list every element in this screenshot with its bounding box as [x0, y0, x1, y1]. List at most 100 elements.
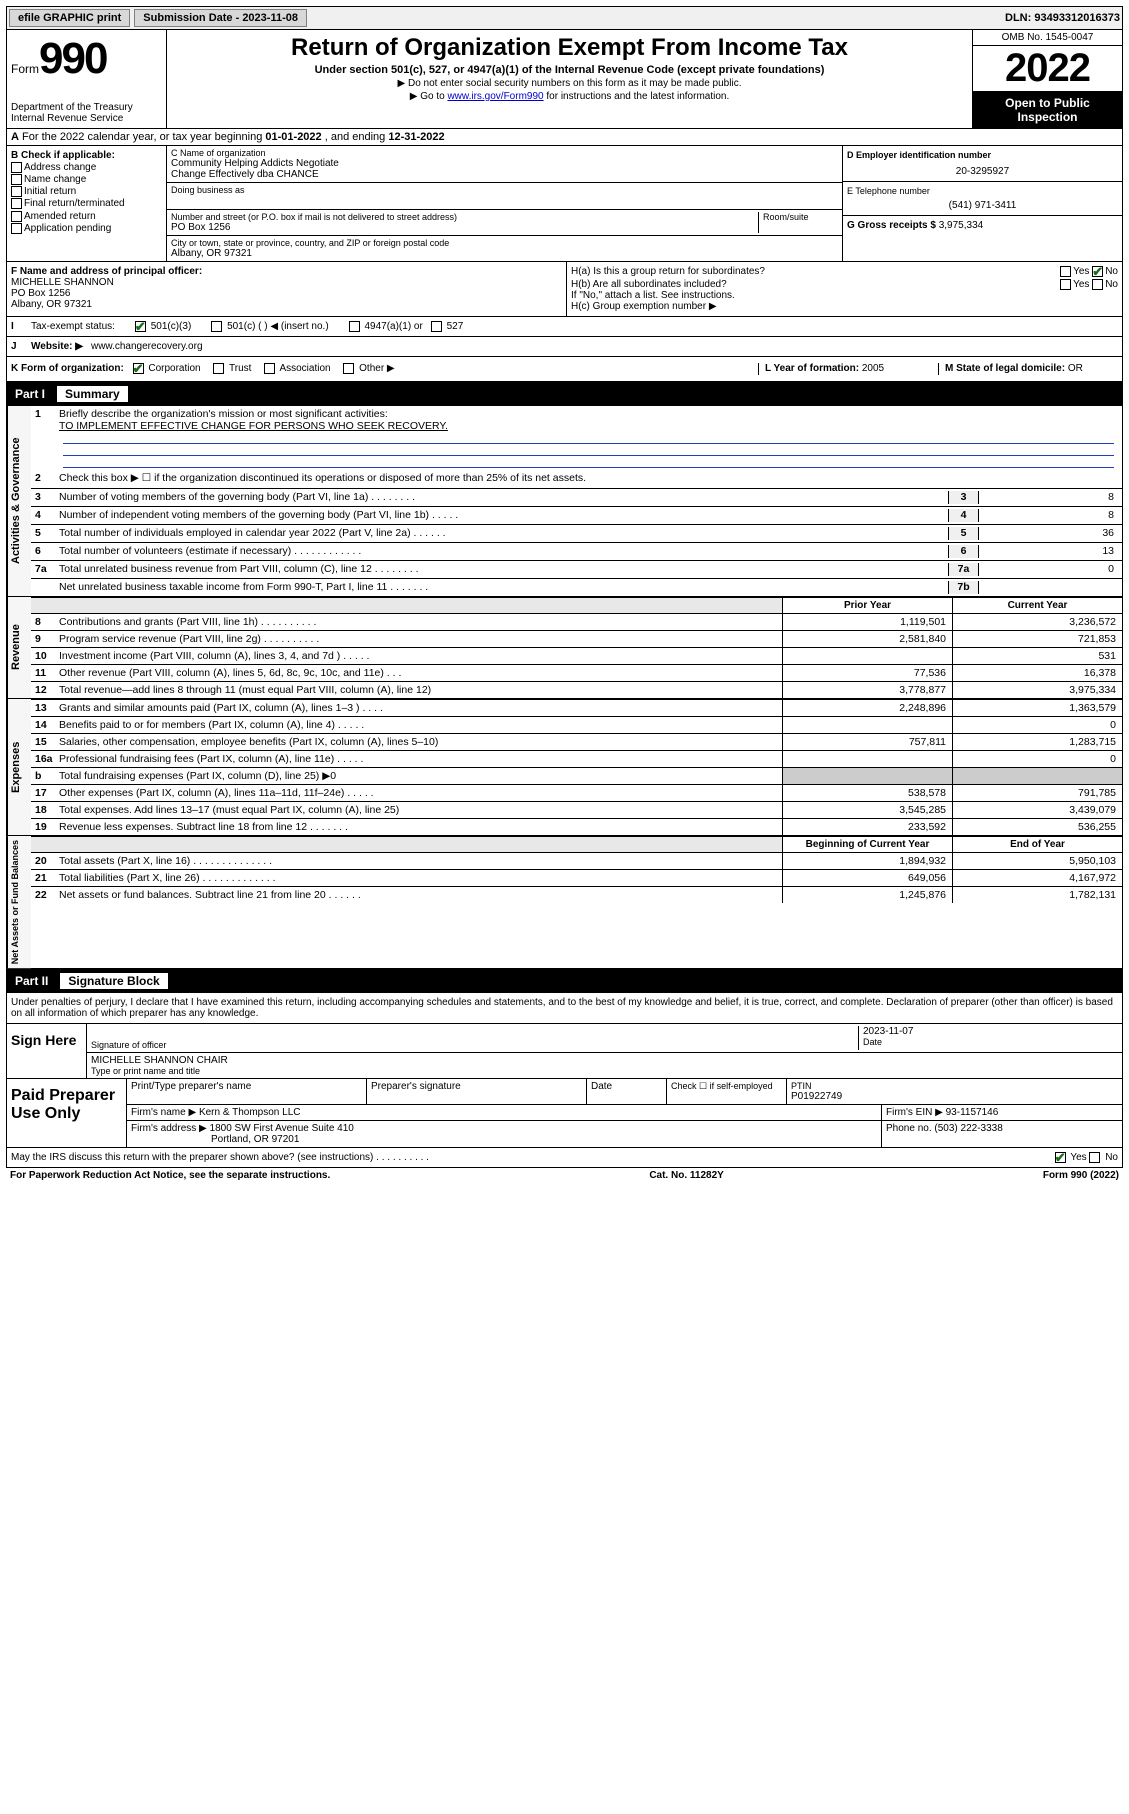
discuss-yes[interactable]: [1055, 1152, 1066, 1163]
summary-line: 20Total assets (Part X, line 16) . . . .…: [31, 852, 1122, 869]
part2-num: Part II: [15, 974, 48, 988]
hb-label: H(b) Are all subordinates included?: [571, 279, 727, 290]
form-word: Form: [11, 62, 39, 76]
sub3-post: for instructions and the latest informat…: [544, 91, 730, 102]
summary-line: 3Number of voting members of the governi…: [31, 488, 1122, 506]
summary-line: 22Net assets or fund balances. Subtract …: [31, 886, 1122, 903]
current-year-header: Current Year: [952, 598, 1122, 613]
chk-initial-return[interactable]: Initial return: [11, 186, 162, 197]
tax-year-end: 12-31-2022: [388, 131, 444, 143]
tax-year-begin: 01-01-2022: [265, 131, 321, 143]
yes-label: Yes: [1073, 266, 1089, 277]
irs-link[interactable]: www.irs.gov/Form990: [447, 91, 543, 102]
addr-row: Number and street (or P.O. box if mail i…: [167, 210, 842, 236]
summary-netassets: Net Assets or Fund Balances Beginning of…: [6, 836, 1123, 969]
summary-line: 5Total number of individuals employed in…: [31, 524, 1122, 542]
net-header: Beginning of Current Year End of Year: [31, 836, 1122, 852]
chk-association[interactable]: [264, 363, 275, 374]
ptin-value: P01922749: [791, 1091, 1118, 1102]
addr-value: PO Box 1256: [171, 222, 758, 233]
hb-yes[interactable]: [1060, 279, 1071, 290]
chk-amended-return[interactable]: Amended return: [11, 211, 162, 222]
opt-501c3: 501(c)(3): [151, 321, 192, 332]
summary-line: 10Investment income (Part VIII, column (…: [31, 647, 1122, 664]
chk-address-change[interactable]: Address change: [11, 162, 162, 173]
phone-value: (541) 971-3411: [847, 200, 1118, 211]
no-label: No: [1105, 1152, 1118, 1163]
col-de: D Employer identification number 20-3295…: [842, 146, 1122, 261]
section-j: J Website: ▶ www.changerecovery.org: [6, 337, 1123, 357]
submission-date-button[interactable]: Submission Date - 2023-11-08: [134, 9, 307, 27]
sign-here-label: Sign Here: [7, 1024, 87, 1078]
line-1: 1 Briefly describe the organization's mi…: [31, 406, 1122, 470]
chk-other[interactable]: [343, 363, 354, 374]
hb-no[interactable]: [1092, 279, 1103, 290]
section-f-h: F Name and address of principal officer:…: [6, 262, 1123, 317]
org-name-1: Community Helping Addicts Negotiate: [171, 158, 838, 169]
topbar: efile GRAPHIC print Submission Date - 20…: [6, 6, 1123, 30]
footer-bottom: For Paperwork Reduction Act Notice, see …: [6, 1168, 1123, 1183]
chk-label: Address change: [24, 162, 96, 173]
city-label: City or town, state or province, country…: [171, 238, 838, 248]
phone-row: E Telephone number (541) 971-3411: [843, 182, 1122, 216]
chk-501c[interactable]: [211, 321, 222, 332]
sec-a-pre: For the 2022 calendar year, or tax year …: [22, 131, 265, 143]
preparer-row: Paid Preparer Use Only Print/Type prepar…: [7, 1078, 1122, 1147]
ha-yes[interactable]: [1060, 266, 1071, 277]
line-2: 2 Check this box ▶ ☐ if the organization…: [31, 470, 1122, 488]
yes-label: Yes: [1073, 279, 1089, 290]
summary-line: 18Total expenses. Add lines 13–17 (must …: [31, 801, 1122, 818]
l-label: L Year of formation:: [765, 363, 859, 374]
header-title-block: Return of Organization Exempt From Incom…: [167, 30, 972, 128]
chk-name-change[interactable]: Name change: [11, 174, 162, 185]
chk-4947[interactable]: [349, 321, 360, 332]
f-name: MICHELLE SHANNON: [11, 277, 562, 288]
chk-trust[interactable]: [213, 363, 224, 374]
line2-text: Check this box ▶ ☐ if the organization d…: [59, 472, 1118, 484]
chk-corporation[interactable]: [133, 363, 144, 374]
sig-date-label: Date: [863, 1037, 1118, 1047]
ha-no[interactable]: [1092, 266, 1103, 277]
section-h: H(a) Is this a group return for subordin…: [567, 262, 1122, 316]
part2-header: Part II Signature Block: [6, 969, 1123, 993]
col-b-title: B Check if applicable:: [11, 150, 162, 161]
firm-addr2: Portland, OR 97201: [211, 1134, 299, 1145]
form-title: Return of Organization Exempt From Incom…: [175, 34, 964, 62]
sig-name-value: MICHELLE SHANNON CHAIR: [91, 1055, 228, 1066]
summary-line: 7aTotal unrelated business revenue from …: [31, 560, 1122, 578]
ptin-label: PTIN: [791, 1081, 1118, 1091]
summary-revenue: Revenue Prior Year Current Year 8Contrib…: [6, 597, 1123, 699]
chk-501c3[interactable]: [135, 321, 146, 332]
header-sub2: ▶ Do not enter social security numbers o…: [175, 78, 964, 89]
summary-line: 13Grants and similar amounts paid (Part …: [31, 699, 1122, 716]
k-label: K Form of organization:: [11, 364, 124, 375]
prep-sig-header: Preparer's signature: [367, 1079, 587, 1104]
summary-line: 17Other expenses (Part IX, column (A), l…: [31, 784, 1122, 801]
col-b-checkboxes: B Check if applicable: Address change Na…: [7, 146, 167, 261]
efile-print-button[interactable]: efile GRAPHIC print: [9, 9, 130, 27]
website-value: www.changerecovery.org: [91, 341, 203, 352]
header-right-box: OMB No. 1545-0047 2022 Open to Public In…: [972, 30, 1122, 128]
l-value: 2005: [862, 363, 884, 374]
sec-a-mid: , and ending: [322, 131, 389, 143]
phone-label: E Telephone number: [847, 186, 1118, 196]
chk-application-pending[interactable]: Application pending: [11, 223, 162, 234]
chk-final-return[interactable]: Final return/terminated: [11, 198, 162, 209]
paperwork-notice: For Paperwork Reduction Act Notice, see …: [10, 1170, 330, 1181]
section-klm: K Form of organization: Corporation Trus…: [6, 357, 1123, 381]
summary-line: Net unrelated business taxable income fr…: [31, 578, 1122, 596]
discuss-no[interactable]: [1089, 1152, 1100, 1163]
section-a-tax-year: A For the 2022 calendar year, or tax yea…: [6, 129, 1123, 146]
discuss-line: May the IRS discuss this return with the…: [6, 1148, 1123, 1168]
prior-year-header: Prior Year: [782, 598, 952, 613]
header-sub3: ▶ Go to www.irs.gov/Form990 for instruct…: [175, 91, 964, 102]
cat-number: Cat. No. 11282Y: [649, 1170, 723, 1181]
ha-label: H(a) Is this a group return for subordin…: [571, 266, 765, 277]
f-addr1: PO Box 1256: [11, 288, 562, 299]
chk-527[interactable]: [431, 321, 442, 332]
opt-assoc: Association: [279, 364, 330, 375]
vert-revenue: Revenue: [7, 597, 31, 698]
sig-date-value: 2023-11-07: [863, 1026, 1118, 1037]
mission-label: Briefly describe the organization's miss…: [59, 408, 388, 420]
prep-phone-label: Phone no.: [886, 1123, 932, 1134]
